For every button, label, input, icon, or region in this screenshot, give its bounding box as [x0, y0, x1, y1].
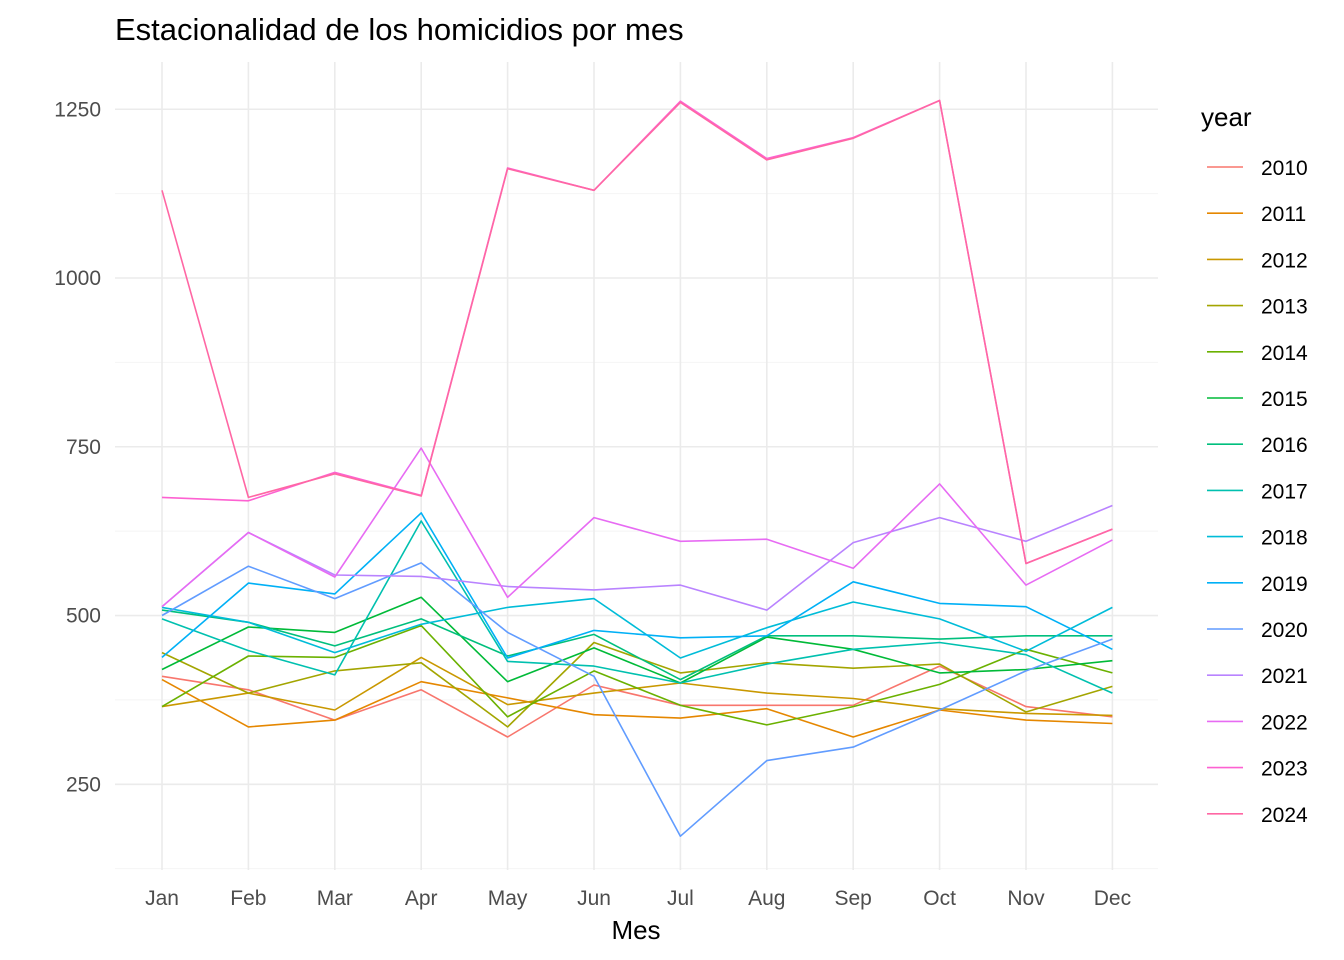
legend-label-2020: 2020	[1261, 619, 1308, 642]
legend-label-2018: 2018	[1261, 527, 1308, 550]
x-axis-title: Mes	[611, 915, 660, 945]
x-tick-label: Jul	[667, 887, 694, 910]
x-tick-label: Dec	[1094, 887, 1131, 910]
y-tick-label: 500	[66, 605, 101, 628]
x-tick-label: Jan	[145, 887, 179, 910]
x-tick-label: Aug	[748, 887, 785, 910]
x-tick-label: Nov	[1007, 887, 1045, 910]
chart-title: Estacionalidad de los homicidios por mes	[115, 12, 684, 47]
series-line-2014	[161, 624, 1113, 726]
legend-label-2023: 2023	[1261, 758, 1308, 781]
x-tick-label: Mar	[317, 887, 353, 910]
series-line-2022	[161, 447, 1113, 608]
legend-label-2019: 2019	[1261, 573, 1308, 596]
y-tick-label: 1000	[54, 267, 101, 290]
legend-label-2015: 2015	[1261, 388, 1308, 411]
series-line-2024	[161, 99, 1113, 565]
legend-label-2016: 2016	[1261, 434, 1308, 457]
x-tick-label: Jun	[577, 887, 611, 910]
series-line-2016	[161, 609, 1113, 681]
legend-label-2011: 2011	[1261, 203, 1306, 226]
legend-label-2021: 2021	[1261, 665, 1308, 688]
series-line-2021	[161, 504, 1113, 611]
legend-label-2014: 2014	[1261, 342, 1308, 365]
legend-label-2010: 2010	[1261, 157, 1308, 180]
legend-title: year	[1201, 102, 1252, 132]
legend-label-2013: 2013	[1261, 296, 1308, 319]
series-lines	[161, 99, 1113, 838]
x-tick-label: Feb	[230, 887, 266, 910]
legend: year 2010 2011 2012 2013 2014 2015 2016 2017 201…	[1201, 102, 1308, 827]
series-line-2020	[161, 562, 1113, 838]
grid-lines	[115, 62, 1158, 870]
series-line-2019	[161, 512, 1113, 659]
y-tick-label: 750	[66, 436, 101, 459]
x-tick-label: Sep	[835, 887, 872, 910]
legend-label-2024: 2024	[1261, 804, 1308, 827]
series-line-2015	[161, 596, 1113, 684]
y-tick-label: 250	[66, 773, 101, 796]
series-line-2011	[161, 678, 1113, 738]
legend-label-2022: 2022	[1261, 711, 1308, 734]
x-tick-label: Oct	[923, 887, 956, 910]
legend-label-2012: 2012	[1261, 249, 1308, 272]
legend-label-2017: 2017	[1261, 480, 1308, 503]
x-tick-label: Apr	[405, 887, 438, 910]
series-line-2017	[161, 520, 1113, 694]
y-tick-label: 1250	[54, 98, 101, 121]
series-line-2018	[161, 597, 1113, 659]
x-axis: Jan Feb Mar Apr May Jun Jul Aug Sep Oct Nov Dec	[145, 887, 1131, 910]
y-axis: 250 500 750 1000 1250	[54, 98, 101, 796]
x-tick-label: May	[488, 887, 528, 910]
